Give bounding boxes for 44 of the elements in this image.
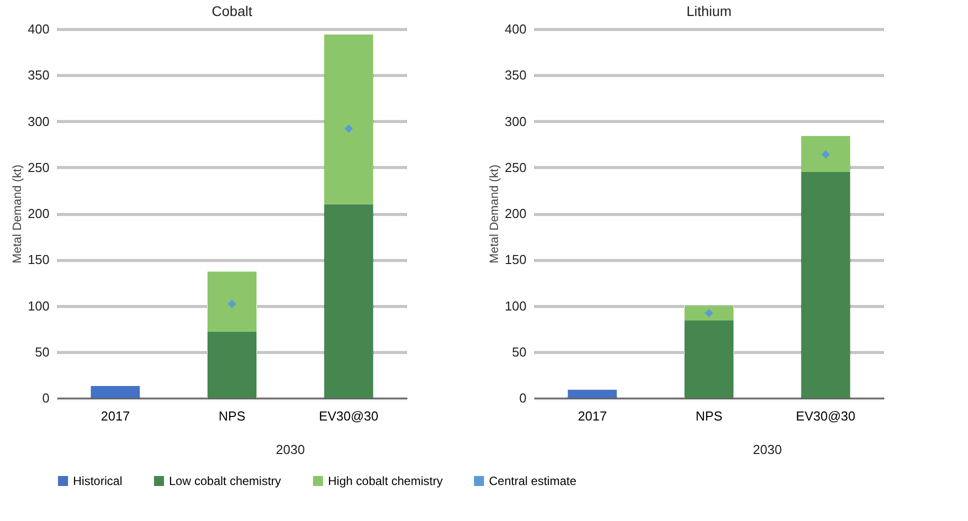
bar [208, 332, 256, 398]
bar [208, 272, 256, 332]
y-tick-label: 200 [28, 206, 50, 221]
y-axis-title: Metal Demand (kt) [10, 164, 24, 264]
bar [684, 320, 734, 398]
y-tick-label: 100 [504, 298, 526, 314]
legend-label: Low cobalt chemistry [169, 474, 282, 488]
bar [801, 136, 850, 172]
y-tick-label: 300 [28, 114, 50, 129]
y-tick-label: 150 [504, 252, 526, 268]
x-tick-label: NPS [696, 408, 723, 424]
y-tick-label: 100 [28, 298, 50, 314]
bar [568, 390, 617, 398]
chart-title: Cobalt [212, 3, 252, 19]
y-tick-label: 300 [504, 114, 526, 129]
y-tick-label: 150 [28, 252, 50, 268]
legend-label: Historical [73, 474, 122, 488]
y-axis-title: Metal Demand (kt) [486, 164, 501, 264]
y-tick-label: 0 [42, 390, 50, 406]
text: 2030 [276, 442, 305, 457]
x-tick-label: 2017 [100, 408, 130, 424]
y-tick-label: 350 [504, 68, 526, 83]
y-tick-label: 350 [28, 68, 50, 83]
bar [801, 172, 850, 398]
bar [90, 386, 140, 398]
y-tick-label: 50 [512, 344, 526, 360]
y-tick-label: 250 [504, 160, 526, 175]
bar [324, 204, 374, 398]
y-tick-label: 0 [519, 390, 526, 406]
bar [684, 306, 734, 321]
bar [324, 34, 374, 204]
legend-label: Central estimate [489, 474, 577, 488]
x-tick-label: 2017 [578, 408, 607, 424]
y-tick-label: 50 [35, 344, 50, 360]
chart-title: Lithium [686, 3, 732, 19]
y-tick-label: 200 [504, 206, 526, 221]
y-tick-label: 400 [28, 22, 50, 36]
x-tick-label: NPS [218, 408, 246, 424]
x-tick-label: EV30@30 [318, 408, 378, 424]
y-tick-label: 400 [504, 22, 526, 36]
legend-label: High cobalt chemistry [328, 474, 443, 488]
x-tick-label: EV30@30 [796, 408, 856, 424]
text: 2030 [752, 442, 782, 457]
y-tick-label: 250 [28, 160, 50, 175]
